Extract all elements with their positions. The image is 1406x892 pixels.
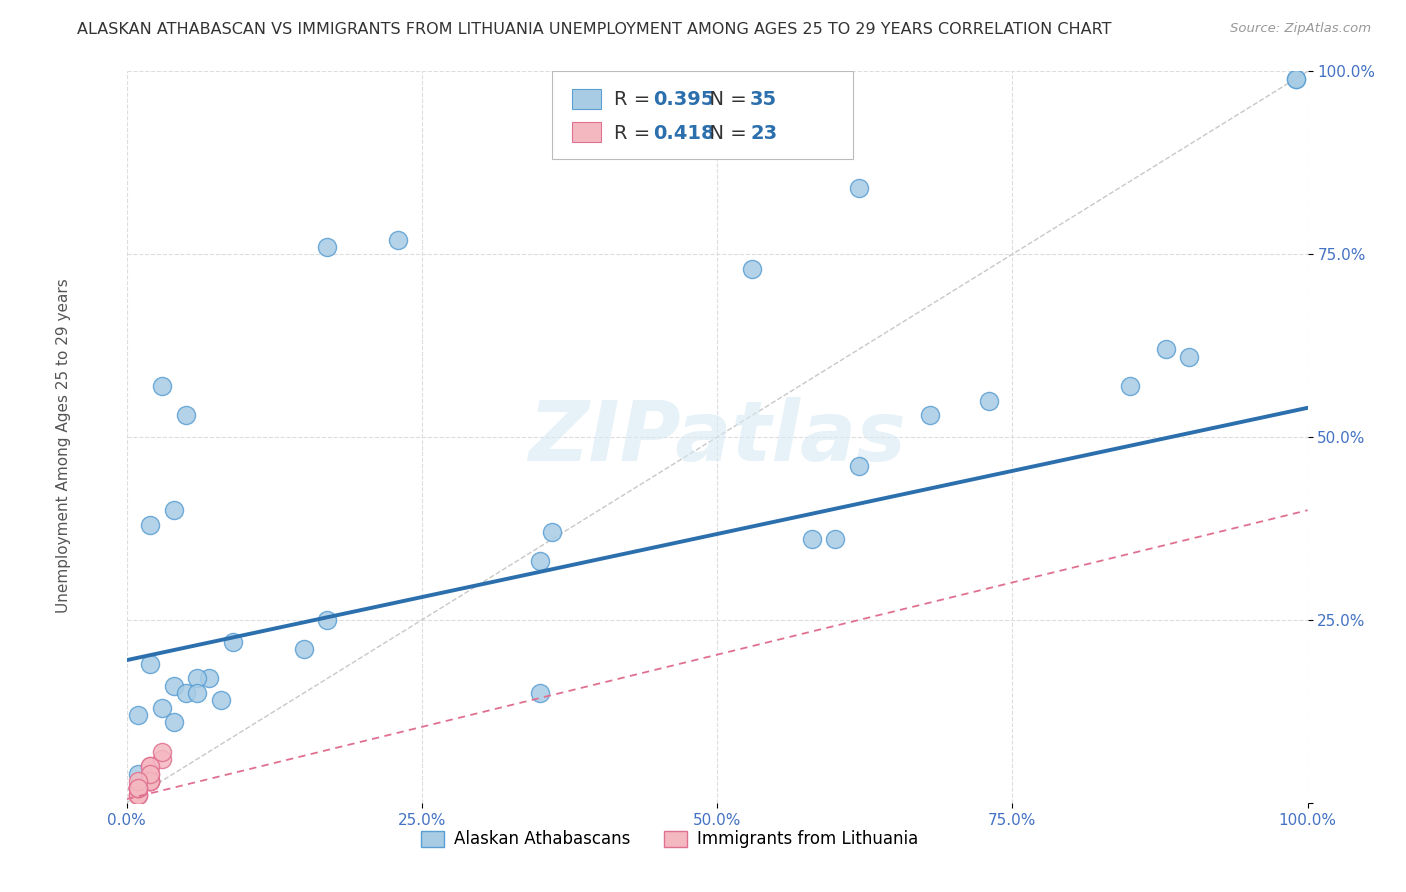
Legend: Alaskan Athabascans, Immigrants from Lithuania: Alaskan Athabascans, Immigrants from Lit… xyxy=(413,822,927,856)
FancyBboxPatch shape xyxy=(551,71,853,159)
Point xyxy=(150,745,173,759)
Point xyxy=(139,759,162,773)
Point xyxy=(977,393,1000,408)
Point xyxy=(127,789,149,803)
Point xyxy=(127,781,149,796)
Point xyxy=(127,708,149,723)
Point xyxy=(222,635,245,649)
Point xyxy=(127,781,149,796)
Point xyxy=(186,672,208,686)
Point xyxy=(741,261,763,276)
Point xyxy=(1285,71,1308,86)
Text: N =: N = xyxy=(697,124,754,143)
Point xyxy=(292,642,315,657)
Point xyxy=(139,657,162,671)
Text: 35: 35 xyxy=(751,90,778,109)
Point xyxy=(163,715,186,730)
Point xyxy=(540,525,562,540)
Point xyxy=(139,766,162,780)
Point xyxy=(139,517,162,532)
Text: N =: N = xyxy=(697,90,754,109)
Point xyxy=(186,686,208,700)
Point xyxy=(174,686,197,700)
Point xyxy=(150,700,173,714)
Point xyxy=(1119,379,1142,393)
Point xyxy=(824,533,846,547)
Point xyxy=(139,773,162,788)
Point xyxy=(1285,71,1308,86)
Point xyxy=(163,503,186,517)
Text: R =: R = xyxy=(614,124,657,143)
Point xyxy=(848,459,870,474)
Point xyxy=(127,781,149,796)
Point xyxy=(316,613,339,627)
Text: Source: ZipAtlas.com: Source: ZipAtlas.com xyxy=(1230,22,1371,36)
Point xyxy=(139,759,162,773)
Point xyxy=(1154,343,1177,357)
FancyBboxPatch shape xyxy=(572,89,602,110)
Point xyxy=(127,781,149,796)
Point xyxy=(800,533,823,547)
Text: Unemployment Among Ages 25 to 29 years: Unemployment Among Ages 25 to 29 years xyxy=(56,278,70,614)
Text: 0.418: 0.418 xyxy=(654,124,714,143)
Point xyxy=(139,773,162,788)
Point xyxy=(139,766,162,780)
Point xyxy=(209,693,232,707)
Point xyxy=(316,240,339,254)
Text: 0.395: 0.395 xyxy=(654,90,714,109)
Point xyxy=(127,781,149,796)
Point xyxy=(198,672,221,686)
Text: ZIPatlas: ZIPatlas xyxy=(529,397,905,477)
FancyBboxPatch shape xyxy=(572,122,602,143)
Point xyxy=(127,781,149,796)
Point xyxy=(529,554,551,568)
Point xyxy=(127,773,149,788)
Text: R =: R = xyxy=(614,90,657,109)
Point xyxy=(529,686,551,700)
Point xyxy=(127,766,149,780)
Point xyxy=(387,233,409,247)
Point xyxy=(848,181,870,195)
Point xyxy=(127,781,149,796)
Point xyxy=(139,773,162,788)
Point xyxy=(163,679,186,693)
Point xyxy=(139,773,162,788)
Point xyxy=(150,379,173,393)
Point xyxy=(918,408,941,422)
Point xyxy=(139,773,162,788)
Point xyxy=(150,752,173,766)
Point xyxy=(127,789,149,803)
Point xyxy=(1178,350,1201,364)
Point xyxy=(127,781,149,796)
Point xyxy=(127,789,149,803)
Text: ALASKAN ATHABASCAN VS IMMIGRANTS FROM LITHUANIA UNEMPLOYMENT AMONG AGES 25 TO 29: ALASKAN ATHABASCAN VS IMMIGRANTS FROM LI… xyxy=(77,22,1112,37)
Point xyxy=(174,408,197,422)
Text: 23: 23 xyxy=(751,124,778,143)
